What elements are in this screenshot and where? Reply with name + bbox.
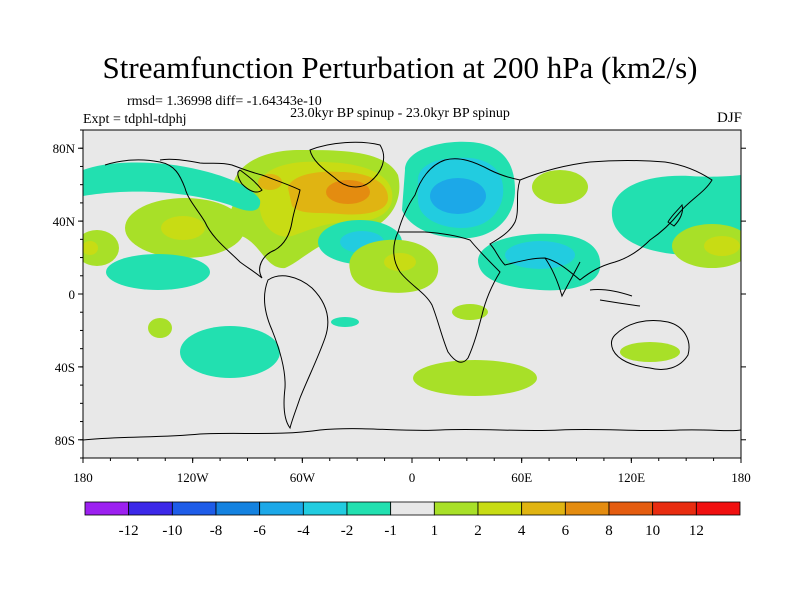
coastline-australia: [611, 320, 690, 370]
anomaly-north-africa-inner: [384, 253, 416, 271]
axis-group: 80N 40N 0 40S 80S 180 120W 60W 0 60E 120E 180: [53, 129, 751, 485]
anomaly-europe-inner: [430, 178, 486, 214]
colorbar-swatch: [521, 501, 566, 516]
colorbar-swatch: [652, 501, 697, 516]
coastlines: [83, 141, 741, 441]
colorbar-label: 6: [562, 523, 570, 539]
coastline-north-america: [104, 158, 301, 279]
coastline-hudson-bay: [237, 169, 263, 193]
anomaly-tropical-east-pacific: [106, 254, 210, 290]
experiment-label: Expt = tdphl-tdphj: [83, 112, 187, 127]
colorbar-swatch: [390, 501, 435, 516]
runs-label: 23.0kyr BP spinup - 23.0kyr BP spinup: [290, 106, 510, 121]
colorbar-swatch: [215, 501, 261, 516]
lat-label: 80N: [53, 141, 76, 156]
anomaly-dateline-west: [83, 230, 119, 266]
coastline-japan: [667, 203, 683, 227]
coastline-africa: [393, 231, 501, 363]
colorbar-label: -10: [162, 523, 182, 539]
colorbar-label: 12: [689, 523, 704, 539]
colorbar-label: -12: [119, 523, 139, 539]
anomaly-southern-ocean: [331, 317, 359, 327]
colorbar-swatch: [564, 501, 610, 516]
lon-label: 120W: [177, 470, 210, 485]
colorbar-swatch: [171, 501, 217, 516]
colorbar-swatch: [128, 501, 173, 516]
anomaly-east-pacific-inner: [161, 216, 205, 240]
coastline-asia: [489, 160, 713, 281]
anomaly-south-indian: [452, 304, 488, 320]
colorbar-label: -1: [384, 523, 397, 539]
chart-title: Streamfunction Perturbation at 200 hPa (…: [102, 50, 698, 85]
anomaly-south-pacific: [180, 326, 280, 378]
colorbar-swatch: [346, 501, 392, 516]
colorbar-swatch: [608, 501, 654, 516]
colorbar-swatch: [433, 501, 479, 516]
colorbar-swatch: [302, 501, 348, 516]
anomaly-south-atlantic: [413, 360, 537, 396]
colorbar-label: -8: [210, 523, 223, 539]
anomaly-tropical-pacific-inner: [704, 236, 740, 256]
coastline-indonesia: [589, 289, 641, 307]
lat-label: 0: [69, 287, 76, 302]
colorbar: -12 -10 -8 -6 -4 -2 -1 1 2 4 6 8 10 12: [84, 501, 741, 539]
anomaly-siberia: [532, 170, 588, 204]
lat-label: 40N: [53, 214, 76, 229]
colorbar-label: 4: [518, 523, 526, 539]
coastline-south-america: [264, 275, 329, 430]
colorbar-label: 8: [605, 523, 613, 539]
coastline-india: [544, 257, 581, 298]
lat-label: 40S: [55, 360, 75, 375]
lat-label: 80S: [55, 433, 75, 448]
coastline-europe: [397, 158, 521, 233]
anomaly-south-pacific-west: [148, 318, 172, 338]
lon-label: 180: [73, 470, 93, 485]
colorbar-label: -2: [341, 523, 354, 539]
colorbar-label: -6: [253, 523, 266, 539]
anomaly-north-america-core: [258, 174, 282, 190]
anomaly-australia: [620, 342, 680, 362]
lon-label: 0: [409, 470, 416, 485]
coastline-antarctica: [83, 428, 741, 441]
colorbar-swatch: [477, 501, 523, 516]
colorbar-label: 10: [645, 523, 660, 539]
anomaly-north-america-band: [83, 162, 261, 211]
colorbar-swatch: [695, 501, 741, 516]
anomaly-central-asia-inner: [505, 241, 575, 269]
anomaly-field: [83, 141, 741, 396]
lon-label: 120E: [618, 470, 646, 485]
colorbar-label: 1: [431, 523, 439, 539]
colorbar-swatch: [84, 501, 130, 516]
lon-label: 60W: [290, 470, 316, 485]
lon-label: 180: [731, 470, 751, 485]
colorbar-label: 2: [474, 523, 482, 539]
lon-label: 60E: [511, 470, 532, 485]
stats-text: rmsd= 1.36998 diff= -1.64343e-10: [127, 94, 322, 109]
coastline-greenland: [309, 141, 385, 188]
colorbar-label: -4: [297, 523, 310, 539]
anomaly-north-atlantic-core: [326, 180, 370, 204]
season-label: DJF: [716, 110, 742, 126]
colorbar-swatch: [259, 501, 304, 516]
anomaly-dateline-west-inner: [83, 241, 98, 255]
